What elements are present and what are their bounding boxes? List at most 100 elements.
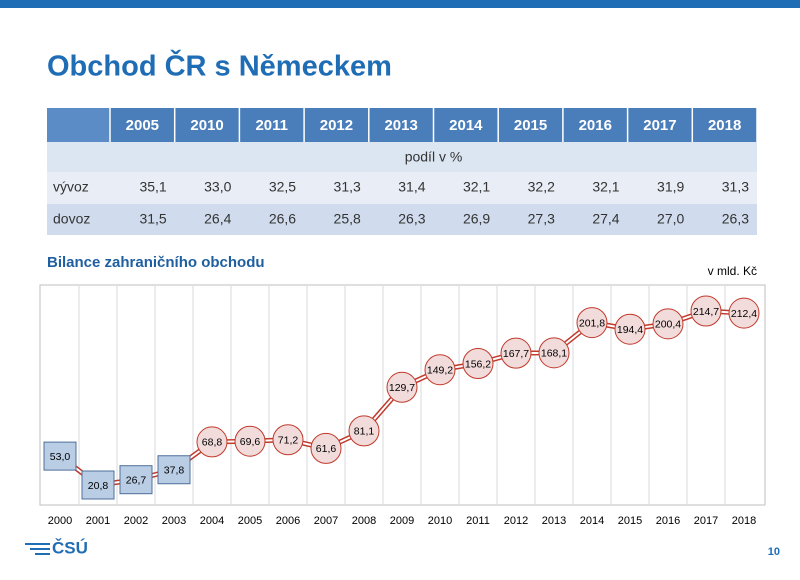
column-header: 2017 bbox=[643, 117, 676, 134]
table-cell: 26,4 bbox=[204, 211, 231, 227]
table-cell: 31,3 bbox=[722, 179, 749, 195]
point-marker bbox=[81, 470, 115, 500]
data-label: 194,4 bbox=[617, 324, 643, 336]
data-label: 214,7 bbox=[693, 306, 719, 318]
data-label: 26,7 bbox=[126, 474, 147, 486]
table-cell: 32,2 bbox=[528, 179, 555, 195]
x-tick-label: 2010 bbox=[428, 515, 452, 527]
data-label: 167,7 bbox=[503, 348, 529, 360]
table-cell: 35,1 bbox=[139, 179, 166, 195]
data-label: 156,2 bbox=[465, 358, 491, 370]
data-label: 69,6 bbox=[240, 436, 261, 448]
column-header: 2013 bbox=[384, 117, 417, 134]
data-label: 81,1 bbox=[354, 426, 375, 438]
data-label: 71,2 bbox=[278, 435, 299, 447]
data-label: 20,8 bbox=[88, 480, 109, 492]
table-cell: 31,3 bbox=[334, 179, 361, 195]
table-subheader: podíl v % bbox=[405, 149, 463, 165]
data-label: 53,0 bbox=[50, 451, 71, 463]
point-marker bbox=[386, 371, 418, 403]
column-header: 2012 bbox=[320, 117, 353, 134]
x-tick-label: 2003 bbox=[162, 515, 186, 527]
column-header: 2010 bbox=[190, 117, 223, 134]
point-marker bbox=[348, 415, 380, 447]
table-cell: 31,9 bbox=[657, 179, 684, 195]
chart-unit: v mld. Kč bbox=[708, 264, 757, 278]
point-marker bbox=[310, 432, 342, 464]
point-marker bbox=[690, 295, 722, 327]
table-cell: 32,1 bbox=[463, 179, 490, 195]
row-label: vývoz bbox=[53, 179, 89, 195]
x-tick-label: 2015 bbox=[618, 515, 642, 527]
table-cell: 33,0 bbox=[204, 179, 231, 195]
table-cell: 27,3 bbox=[528, 211, 555, 227]
x-tick-label: 2013 bbox=[542, 515, 566, 527]
data-label: 149,2 bbox=[427, 365, 453, 377]
table-cell: 27,0 bbox=[657, 211, 684, 227]
row-label: dovoz bbox=[53, 211, 90, 227]
x-tick-label: 2000 bbox=[48, 515, 72, 527]
data-label: 201,8 bbox=[579, 317, 605, 329]
x-tick-label: 2018 bbox=[732, 515, 756, 527]
point-marker bbox=[462, 347, 494, 379]
logo-text: ČSÚ bbox=[52, 538, 88, 557]
point-marker bbox=[728, 297, 760, 329]
table-cell: 32,5 bbox=[269, 179, 296, 195]
x-tick-label: 2017 bbox=[694, 515, 718, 527]
chart-title: Bilance zahraničního obchodu bbox=[47, 254, 265, 271]
point-marker bbox=[157, 455, 191, 485]
table-cell: 31,5 bbox=[139, 211, 166, 227]
logo: ČSÚ bbox=[25, 538, 88, 557]
x-tick-label: 2006 bbox=[276, 515, 300, 527]
table-cell: 27,4 bbox=[592, 211, 619, 227]
x-tick-label: 2005 bbox=[238, 515, 262, 527]
table-cell: 26,3 bbox=[722, 211, 749, 227]
x-tick-label: 2002 bbox=[124, 515, 148, 527]
column-header: 2018 bbox=[708, 117, 741, 134]
x-tick-label: 2004 bbox=[200, 515, 224, 527]
data-label: 61,6 bbox=[316, 443, 337, 455]
x-tick-label: 2008 bbox=[352, 515, 376, 527]
table-cell: 26,6 bbox=[269, 211, 296, 227]
table-corner bbox=[47, 108, 110, 142]
data-label: 200,4 bbox=[655, 319, 681, 331]
table-row-bg bbox=[47, 142, 757, 172]
data-label: 168,1 bbox=[541, 348, 567, 360]
point-marker bbox=[196, 426, 228, 458]
slide-title: Obchod ČR s Německem bbox=[47, 49, 392, 83]
table-row-bg bbox=[47, 108, 757, 142]
x-tick-label: 2014 bbox=[580, 515, 604, 527]
column-header: 2016 bbox=[579, 117, 612, 134]
column-header: 2015 bbox=[514, 117, 547, 134]
x-tick-label: 2007 bbox=[314, 515, 338, 527]
x-tick-label: 2011 bbox=[466, 515, 490, 527]
point-marker bbox=[119, 465, 153, 495]
point-marker bbox=[576, 307, 608, 339]
table-cell: 32,1 bbox=[592, 179, 619, 195]
table-cell: 31,4 bbox=[398, 179, 425, 195]
table-row-bg bbox=[47, 204, 757, 235]
point-marker bbox=[538, 337, 570, 369]
data-label: 37,8 bbox=[164, 465, 185, 477]
table-cell: 26,9 bbox=[463, 211, 490, 227]
column-header: 2014 bbox=[449, 117, 483, 134]
point-marker bbox=[424, 354, 456, 386]
table-row-bg bbox=[47, 172, 757, 204]
point-marker bbox=[43, 441, 77, 471]
data-label: 129,7 bbox=[389, 382, 415, 394]
column-header: 2011 bbox=[255, 117, 288, 134]
point-marker bbox=[234, 425, 266, 457]
point-marker bbox=[272, 424, 304, 456]
x-tick-label: 2009 bbox=[390, 515, 414, 527]
x-tick-label: 2016 bbox=[656, 515, 680, 527]
x-tick-label: 2012 bbox=[504, 515, 528, 527]
data-label: 212,4 bbox=[731, 308, 757, 320]
column-header: 2005 bbox=[126, 117, 159, 134]
top-bar bbox=[0, 0, 800, 8]
table-cell: 26,3 bbox=[398, 211, 425, 227]
page-number: 10 bbox=[768, 546, 780, 558]
data-label: 68,8 bbox=[202, 437, 223, 449]
table-cell: 25,8 bbox=[334, 211, 361, 227]
